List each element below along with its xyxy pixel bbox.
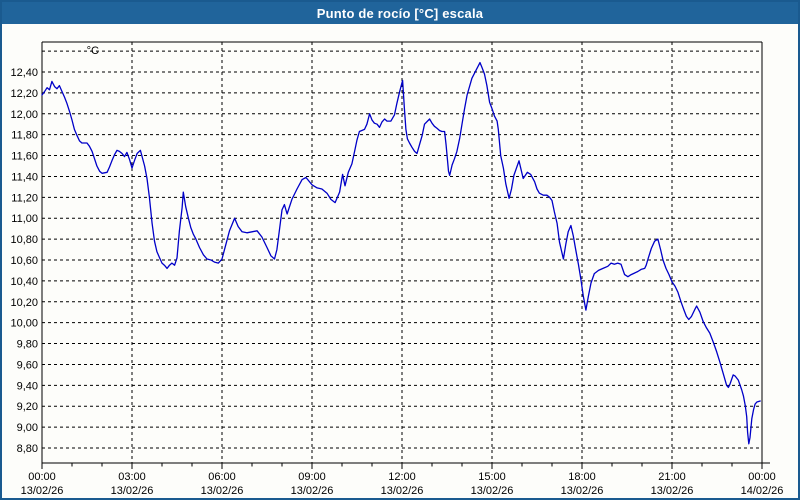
x-tick-date-label: 13/02/26: [651, 485, 694, 497]
y-tick-label: 9,20: [17, 401, 38, 413]
y-tick-label: 9,60: [17, 359, 38, 371]
y-axis-unit-label: °C: [87, 45, 99, 57]
y-tick-label: 8,80: [17, 443, 38, 455]
y-tick-label: 11,00: [11, 213, 38, 225]
y-tick-label: 11,80: [11, 130, 38, 142]
x-tick-time-label: 12:00: [388, 471, 416, 483]
x-tick-date-label: 13/02/26: [291, 485, 334, 497]
grid-layer: [42, 42, 762, 463]
x-tick-time-label: 00:00: [748, 471, 776, 483]
y-tick-label: 10,40: [10, 276, 38, 288]
y-tick-label: 11,60: [11, 151, 38, 163]
x-tick-date-label: 13/02/26: [471, 485, 514, 497]
y-tick-label: 10,80: [10, 234, 38, 246]
x-tick-date-label: 13/02/26: [201, 485, 244, 497]
x-tick-date-label: 14/02/26: [741, 485, 784, 497]
x-tick-date-label: 13/02/26: [561, 485, 604, 497]
x-tick-time-label: 18:00: [568, 471, 596, 483]
y-tick-label: 10,00: [10, 318, 38, 330]
x-tick-time-label: 15:00: [478, 471, 506, 483]
y-tick-label: 9,40: [17, 380, 38, 392]
y-tick-label: 9,00: [17, 422, 38, 434]
y-tick-label: 10,60: [10, 255, 38, 267]
chart-title: Punto de rocío [°C] escala: [316, 5, 484, 21]
y-tick-label: 11,40: [11, 171, 38, 183]
dew-point-series-line: [41, 61, 761, 445]
x-tick-date-label: 13/02/26: [111, 485, 154, 497]
x-tick-time-label: 21:00: [658, 471, 686, 483]
y-tick-label: 12,20: [10, 88, 38, 100]
x-tick-time-label: 09:00: [298, 471, 326, 483]
y-tick-label: 12,00: [10, 109, 38, 121]
x-tick-date-label: 13/02/26: [381, 485, 424, 497]
axes-layer: [41, 41, 770, 469]
y-tick-label: 12,40: [10, 67, 38, 79]
title-bar: Punto de rocío [°C] escala: [2, 2, 798, 24]
x-tick-time-label: 06:00: [208, 471, 236, 483]
x-tick-time-label: 03:00: [118, 471, 146, 483]
x-tick-time-label: 00:00: [28, 471, 56, 483]
y-tick-label: 10,20: [10, 297, 38, 309]
y-tick-label: 11,20: [11, 192, 38, 204]
axis-labels-layer: 8,80 9,00 9,20 9,40 9,60 9,80 10,00 10,20 10,40 1…: [10, 45, 783, 497]
x-tick-date-label: 13/02/26: [21, 485, 64, 497]
y-tick-label: 9,80: [17, 339, 38, 351]
